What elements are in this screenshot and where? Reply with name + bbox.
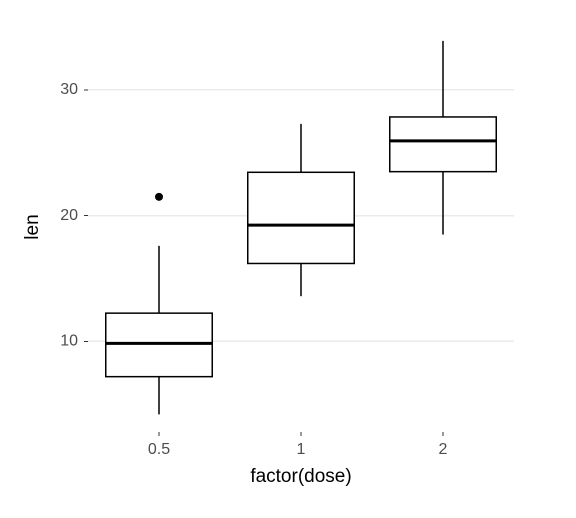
y-axis-title: len [22, 214, 43, 239]
x-axis-title: factor(dose) [250, 466, 351, 487]
x-tick-label: 2 [439, 441, 448, 458]
x-tick-label: 0.5 [148, 441, 170, 458]
y-tick-label: 10 [60, 333, 78, 350]
x-tick-label: 1 [297, 441, 306, 458]
y-axis: 10 20 30 [60, 81, 88, 350]
box-rect [248, 172, 355, 263]
y-tick-label: 30 [60, 81, 78, 98]
box-rect [106, 313, 213, 377]
box-rect [390, 117, 497, 172]
boxplot-chart: 10 20 30 0.5 1 2 len factor(dose) [0, 0, 576, 518]
y-tick-label: 20 [60, 207, 78, 224]
x-axis: 0.5 1 2 [148, 432, 448, 458]
outlier-point [155, 193, 163, 201]
